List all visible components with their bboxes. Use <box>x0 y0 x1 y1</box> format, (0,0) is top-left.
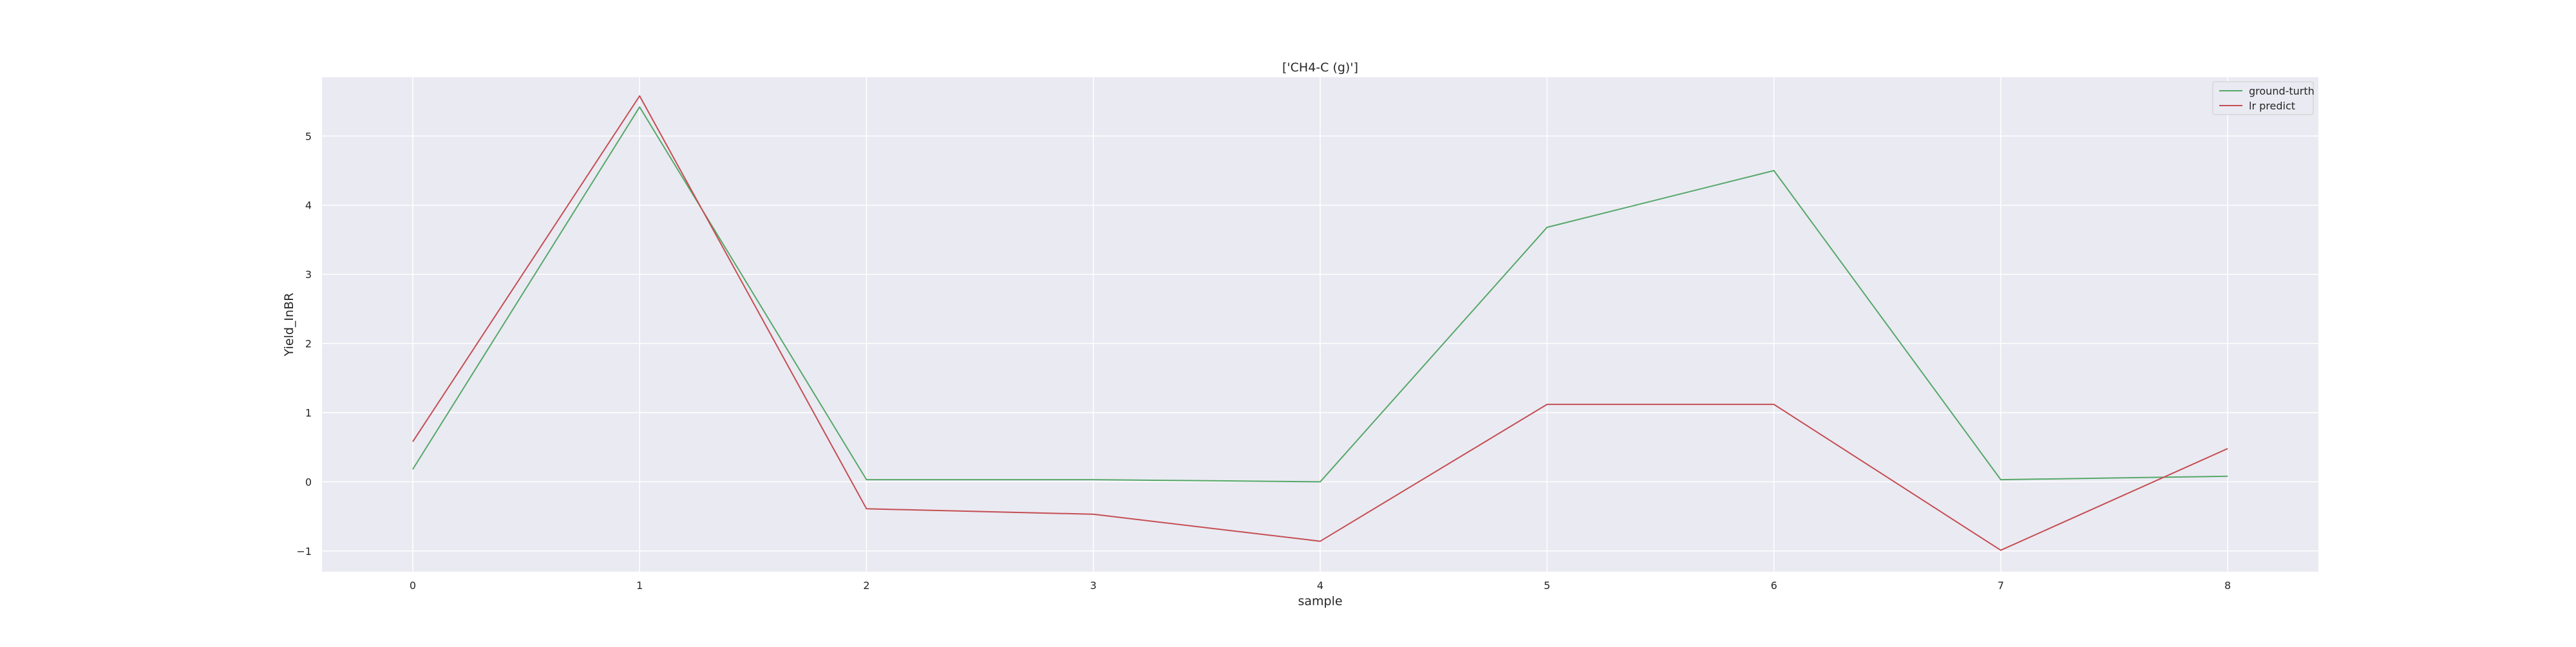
y-tick-label: 5 <box>305 130 312 142</box>
x-tick-label: 5 <box>1544 579 1550 592</box>
chart-title: ['CH4-C (g)'] <box>1282 61 1358 75</box>
x-tick-label: 1 <box>636 579 643 592</box>
y-tick-label: −1 <box>296 545 312 558</box>
y-tick-label: 1 <box>305 407 312 419</box>
x-tick-label: 6 <box>1770 579 1777 592</box>
x-tick-label: 3 <box>1090 579 1097 592</box>
y-tick-label: 3 <box>305 268 312 281</box>
x-tick-label: 7 <box>1998 579 2004 592</box>
legend-label-ground-truth: ground-turth <box>2249 85 2315 97</box>
legend-label-lr-predict: lr predict <box>2249 100 2295 112</box>
x-axis-label: sample <box>1298 594 1342 608</box>
y-axis-label: Yield_InBR <box>282 293 296 357</box>
legend: ground-turth lr predict <box>2212 81 2315 115</box>
series-line-ground-turth <box>412 106 2228 483</box>
tick-labels: 0 1 2 3 4 5 6 7 8 −1 0 1 2 3 4 5 <box>296 130 2231 592</box>
series-line-lr-predict <box>412 95 2228 551</box>
series-lines <box>412 95 2228 551</box>
x-tick-label: 0 <box>410 579 416 592</box>
x-tick-label: 8 <box>2224 579 2231 592</box>
x-tick-label: 2 <box>863 579 869 592</box>
x-tick-label: 4 <box>1317 579 1323 592</box>
y-tick-label: 0 <box>305 476 312 488</box>
legend-box <box>2212 81 2314 115</box>
y-tick-label: 2 <box>305 338 312 350</box>
y-tick-label: 4 <box>305 200 312 212</box>
